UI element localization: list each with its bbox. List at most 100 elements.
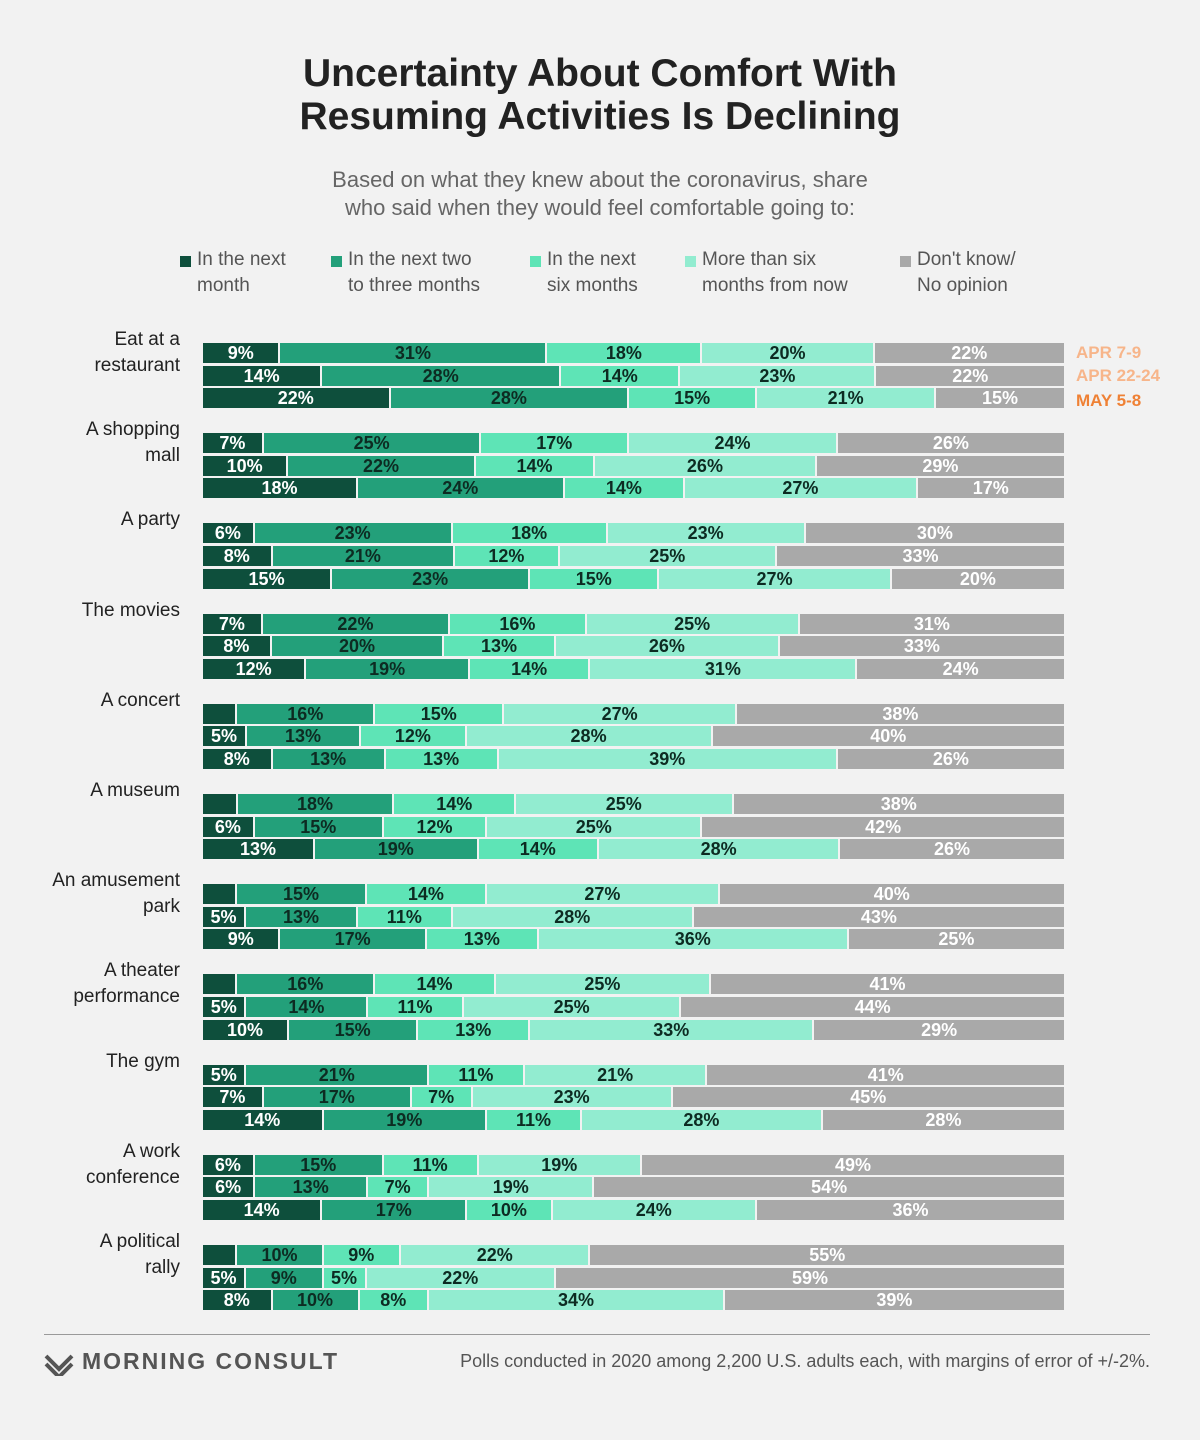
bar-segment: 16% bbox=[450, 613, 587, 634]
legend-label-line: month bbox=[197, 275, 250, 296]
chart-title: Uncertainty About Comfort With Resuming … bbox=[0, 52, 1200, 138]
bar-segment: 23% bbox=[332, 568, 531, 589]
bar-segment: 21% bbox=[246, 1064, 430, 1085]
bar-segment: 33% bbox=[779, 636, 1064, 657]
bar-segment: 15% bbox=[936, 388, 1064, 409]
bar-segment: 14% bbox=[203, 1200, 323, 1220]
bar-segment: 14% bbox=[561, 365, 681, 386]
legend-label-line: to three months bbox=[348, 275, 481, 296]
bar-segment: 14% bbox=[203, 1109, 324, 1130]
bar-segment: 21% bbox=[272, 546, 456, 566]
bar-segment: 12% bbox=[383, 816, 488, 837]
bar-segment: 22% bbox=[401, 1245, 591, 1265]
bar-segment: 25% bbox=[848, 929, 1064, 950]
bar-segment: 22% bbox=[203, 388, 391, 409]
bar-segment: 49% bbox=[642, 1154, 1064, 1175]
bar-segment: 7% bbox=[411, 1087, 473, 1108]
bar-segment: 20% bbox=[271, 636, 445, 657]
bar-segment: 26% bbox=[837, 749, 1064, 769]
bar-segment: 28% bbox=[822, 1109, 1064, 1130]
legend-swatch bbox=[331, 256, 342, 267]
bar-segment: 7% bbox=[203, 1087, 264, 1108]
bar-segment: 22% bbox=[876, 365, 1064, 386]
bar-segment: 11% bbox=[368, 997, 464, 1017]
bar-segment: 10% bbox=[203, 455, 289, 476]
legend-label-line: In the next bbox=[547, 249, 636, 270]
bar-segment: 24% bbox=[857, 658, 1064, 679]
bar-segment: 43% bbox=[693, 906, 1064, 927]
legend-swatch bbox=[900, 256, 911, 267]
bar-segment bbox=[203, 974, 238, 995]
bar-segment: 27% bbox=[659, 568, 892, 589]
legend-label-line: Don't know/ bbox=[917, 249, 1016, 270]
bar-segment: 14% bbox=[475, 455, 596, 476]
bar-segment: 13% bbox=[385, 749, 499, 769]
wave-date-label: APR 7-9 bbox=[1076, 343, 1142, 362]
bar-segment: 7% bbox=[203, 613, 263, 634]
bar-segment: 39% bbox=[724, 1290, 1064, 1311]
bar-segment: 28% bbox=[599, 839, 841, 860]
category-label-line: The gym bbox=[106, 1050, 180, 1072]
category-label-line: A political bbox=[99, 1231, 180, 1252]
category-label-line: A work bbox=[122, 1140, 180, 1162]
bar-segment: 14% bbox=[246, 997, 369, 1017]
bar-segment: 16% bbox=[237, 703, 376, 724]
bar-segment: 26% bbox=[840, 839, 1064, 860]
bar-segment: 18% bbox=[452, 523, 608, 544]
bar-segment: 5% bbox=[323, 1267, 367, 1288]
wave-date-label: MAY 5-8 bbox=[1076, 391, 1142, 410]
bar-segment: 25% bbox=[586, 613, 800, 634]
bar-segment: 18% bbox=[203, 478, 358, 499]
bar-segment: 25% bbox=[487, 816, 703, 837]
bar-segment: 6% bbox=[203, 1177, 256, 1198]
bar-segment: 8% bbox=[203, 1290, 273, 1311]
bar-segment: 23% bbox=[472, 1087, 673, 1108]
legend-label-line: months from now bbox=[702, 275, 848, 296]
bar-segment: 15% bbox=[237, 884, 367, 905]
bar-segment: 18% bbox=[237, 794, 395, 814]
bar-segment: 31% bbox=[280, 343, 548, 363]
bar-segment: 28% bbox=[322, 365, 562, 386]
bar-segment: 13% bbox=[255, 1177, 369, 1198]
bar-segment: 11% bbox=[429, 1064, 525, 1085]
bar-segment: 23% bbox=[254, 523, 453, 544]
bar-segment: 14% bbox=[564, 478, 686, 499]
bar-segment: 26% bbox=[837, 433, 1064, 454]
bar-segment: 54% bbox=[594, 1177, 1064, 1198]
bar-segment: 9% bbox=[246, 1267, 324, 1288]
bar-segment: 15% bbox=[203, 568, 333, 589]
bar-segment: 13% bbox=[246, 906, 358, 927]
bar-segment: 34% bbox=[429, 1290, 725, 1311]
bar-segment: 9% bbox=[203, 929, 281, 950]
bar-segment: 38% bbox=[736, 703, 1064, 724]
bar-segment: 25% bbox=[463, 997, 682, 1017]
bar-segment: 24% bbox=[629, 433, 838, 454]
bar-segment: 26% bbox=[595, 455, 817, 476]
legend: In the next month In the next two to three… bbox=[0, 247, 1200, 303]
legend-label-line: In the next two bbox=[348, 249, 472, 270]
bar-segment: 22% bbox=[874, 343, 1064, 363]
bar-segment: 8% bbox=[359, 1290, 430, 1311]
bar-segment: 26% bbox=[556, 636, 780, 657]
wave-date-label: APR 22-24 bbox=[1076, 366, 1161, 385]
bar-segment: 15% bbox=[254, 816, 384, 837]
bar-segment: 24% bbox=[552, 1200, 758, 1220]
bar-segment: 41% bbox=[707, 1064, 1064, 1085]
bar-segment: 40% bbox=[712, 726, 1064, 747]
bar-segment: 17% bbox=[917, 478, 1064, 499]
bar-segment: 17% bbox=[322, 1200, 468, 1220]
category-label-line: restaurant bbox=[94, 355, 180, 376]
category-label: The gym bbox=[0, 1049, 180, 1075]
bar-segment: 14% bbox=[478, 839, 600, 860]
chart-title-line: Resuming Activities Is Declining bbox=[299, 95, 901, 138]
footer-note: Polls conducted in 2020 among 2,200 U.S.… bbox=[460, 1351, 1150, 1371]
bar-segment: 13% bbox=[426, 929, 539, 950]
bar-segment: 36% bbox=[538, 929, 849, 950]
bar-segment: 18% bbox=[547, 343, 703, 363]
bar-segment: 10% bbox=[272, 1290, 360, 1311]
bar-segment: 24% bbox=[357, 478, 565, 499]
category-label-line: Eat at a bbox=[114, 329, 181, 350]
bar-segment: 19% bbox=[314, 839, 479, 860]
bar-segment: 6% bbox=[203, 816, 255, 837]
bar-segment: 22% bbox=[262, 613, 451, 634]
